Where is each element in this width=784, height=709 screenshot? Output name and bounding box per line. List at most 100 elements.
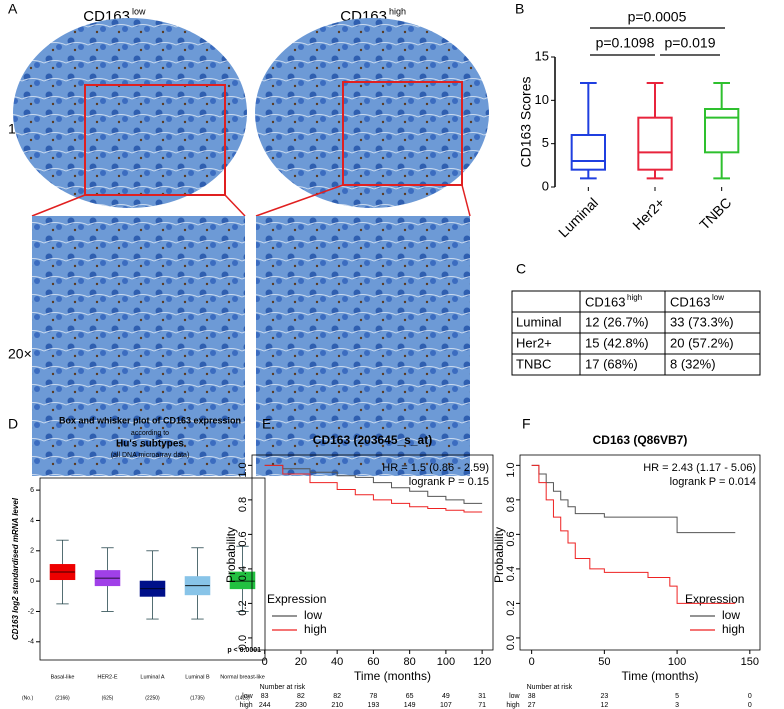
table-cell: 15 (42.8%) (585, 335, 649, 350)
survival-curve (531, 464, 736, 534)
counts-header: (No.) (22, 695, 33, 701)
risk-count: 230 (295, 702, 307, 709)
x-tick-label: HER2-E (97, 674, 118, 680)
y-tick-label: 0.2 (237, 600, 249, 615)
x-tick-label: 20 (295, 656, 307, 668)
risk-count: 0 (748, 702, 752, 709)
box (637, 116, 673, 171)
risk-count: 12 (600, 702, 608, 709)
risk-count: 23 (600, 693, 608, 700)
table-cell: 33 (73.3%) (670, 314, 734, 329)
zoom-line (255, 184, 344, 217)
y-tick-label: 0.6 (505, 531, 517, 546)
x-tick-label: 0 (529, 656, 535, 668)
x-axis-label: Time (months) (622, 669, 699, 683)
risk-count: 193 (368, 702, 380, 709)
x-tick-label: 100 (668, 656, 686, 668)
y-tick-label: 0.4 (505, 566, 517, 581)
y-tick-label: 0.8 (505, 497, 517, 512)
y-tick-label: 0.0 (237, 635, 249, 650)
risk-count: 5 (675, 693, 679, 700)
y-tick-label: 10 (535, 92, 549, 107)
panel-label: B (515, 1, 524, 17)
panel-c: C CD163 high CD163 low (511, 261, 761, 376)
box (229, 571, 256, 590)
risk-count: 31 (478, 693, 486, 700)
x-tick-label: 150 (741, 656, 759, 668)
legend-title: Expression (267, 592, 326, 606)
risk-count: 71 (478, 702, 486, 709)
risk-title: Number at risk (260, 684, 306, 691)
annotation: HR = 1.5 (0.86 - 2.59) (382, 462, 489, 474)
annotation: HR = 2.43 (1.17 - 5.06) (643, 462, 756, 474)
x-tick-label: 80 (404, 656, 416, 668)
x-tick-label: Normal breast-like (220, 674, 265, 680)
y-tick-label: 0.8 (237, 497, 249, 512)
count-label: (625) (102, 695, 114, 701)
x-tick-label: 120 (473, 656, 491, 668)
x-tick-label: Luminal (555, 194, 601, 240)
x-axis-label: Time (months) (354, 669, 431, 683)
chart-subtitle: according to (131, 430, 169, 437)
risk-row-label: low (509, 693, 520, 700)
x-tick-label: Her2+ (629, 194, 668, 233)
chart-title: CD163 (203645_s_at) (313, 433, 432, 447)
y-tick-label: 4 (30, 517, 34, 524)
x-tick-label: Basal-like (51, 674, 75, 680)
chart-subtitle: (all DNA microarray data) (111, 452, 190, 459)
table-cell: 12 (26.7%) (585, 314, 649, 329)
column-title-sup: low (132, 6, 146, 16)
risk-count: 82 (333, 693, 341, 700)
box (570, 134, 607, 171)
risk-count: 107 (440, 702, 452, 709)
count-label: (1423) (235, 695, 250, 701)
risk-count: 149 (404, 702, 416, 709)
zoom-line (31, 194, 86, 217)
risk-count: 49 (442, 693, 450, 700)
risk-row-label: high (239, 702, 252, 709)
y-axis-label: Probability (492, 527, 506, 583)
legend-label: low (304, 608, 322, 622)
y-tick-label: 2 (30, 548, 34, 555)
y-tick-label: 0.2 (505, 600, 517, 615)
risk-count: 27 (528, 702, 536, 709)
plot-frame (519, 454, 761, 651)
table-header: CD163 (585, 294, 625, 309)
count-label: (2166) (55, 695, 70, 701)
risk-count: 82 (297, 693, 305, 700)
micrograph (13, 18, 247, 208)
y-tick-label: 5 (542, 135, 549, 150)
chart-title: CD163 (Q86VB7) (593, 433, 688, 447)
survival-curve (264, 464, 483, 504)
x-tick-label: Luminal B (185, 674, 210, 680)
p-value: p < 0.0001 (227, 647, 261, 654)
panel-label: C (516, 261, 526, 277)
x-tick-label: TNBC (696, 194, 734, 232)
y-tick-label: 0.6 (237, 531, 249, 546)
y-tick-label: 0 (30, 578, 34, 585)
x-tick-label: 60 (367, 656, 379, 668)
risk-title: Number at risk (527, 684, 573, 691)
panel-label: D (8, 416, 18, 432)
y-tick-label: -2 (28, 608, 34, 615)
zoom-line (224, 194, 246, 217)
risk-count: 38 (528, 693, 536, 700)
risk-count: 244 (259, 702, 271, 709)
count-label: (1735) (190, 695, 205, 701)
survival-curve (531, 464, 736, 604)
row-label: 20× (8, 346, 32, 362)
legend-label: high (304, 622, 327, 636)
risk-count: 210 (331, 702, 343, 709)
plot-frame (251, 454, 494, 651)
micrograph (32, 216, 245, 476)
annotation: logrank P = 0.15 (409, 476, 489, 488)
y-tick-label: 15 (535, 48, 549, 63)
p-value: p=0.019 (665, 35, 716, 51)
chart-subtitle: Hu's subtypes (116, 439, 184, 450)
column-title-sup: high (389, 6, 406, 16)
count-label: (2250) (145, 695, 160, 701)
y-tick-label: 1.0 (505, 462, 517, 477)
y-axis-label: Probability (224, 527, 238, 583)
x-tick-label: 0 (262, 656, 268, 668)
panel-label: A (8, 1, 18, 17)
